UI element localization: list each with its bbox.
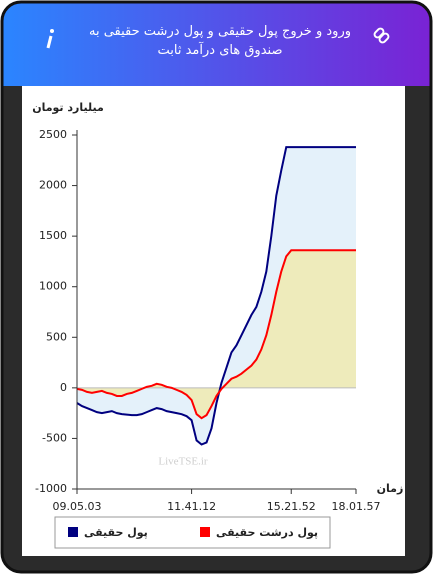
title: ورود و خروج پول حقیقی و پول درشت حقیقی ب… xyxy=(88,24,351,58)
legend-label: پول حقیقی xyxy=(84,526,148,539)
header xyxy=(3,3,430,86)
y-tick-label: 0 xyxy=(60,381,67,394)
legend-swatch xyxy=(68,527,78,537)
x-axis-title: زمان xyxy=(377,482,404,495)
x-tick-label: 09.05.03 xyxy=(53,500,102,513)
y-axis-title: میلیارد تومان xyxy=(32,101,104,114)
watermark: LiveTSE.ir xyxy=(158,456,208,468)
y-tick-label: 1500 xyxy=(39,229,67,242)
y-tick-label: 500 xyxy=(46,330,67,343)
y-tick-label: 2000 xyxy=(39,179,67,192)
legend-label: پول درشت حقیقی xyxy=(216,526,318,539)
y-tick-label: 1000 xyxy=(39,280,67,293)
y-tick-label: -500 xyxy=(42,431,67,444)
area xyxy=(77,250,356,419)
info-icon[interactable] xyxy=(46,29,54,49)
link-icon[interactable] xyxy=(373,27,390,44)
legend-swatch xyxy=(200,527,210,537)
x-tick-label: 11.41.12 xyxy=(167,500,216,513)
y-tick-label: -1000 xyxy=(35,482,67,495)
y-tick-label: 2500 xyxy=(39,128,67,141)
x-tick-label: 15.21.52 xyxy=(267,500,316,513)
series-line xyxy=(76,249,356,420)
x-tick-label: 18.01.57 xyxy=(332,500,381,513)
legend xyxy=(54,516,331,549)
series-line xyxy=(76,146,356,446)
